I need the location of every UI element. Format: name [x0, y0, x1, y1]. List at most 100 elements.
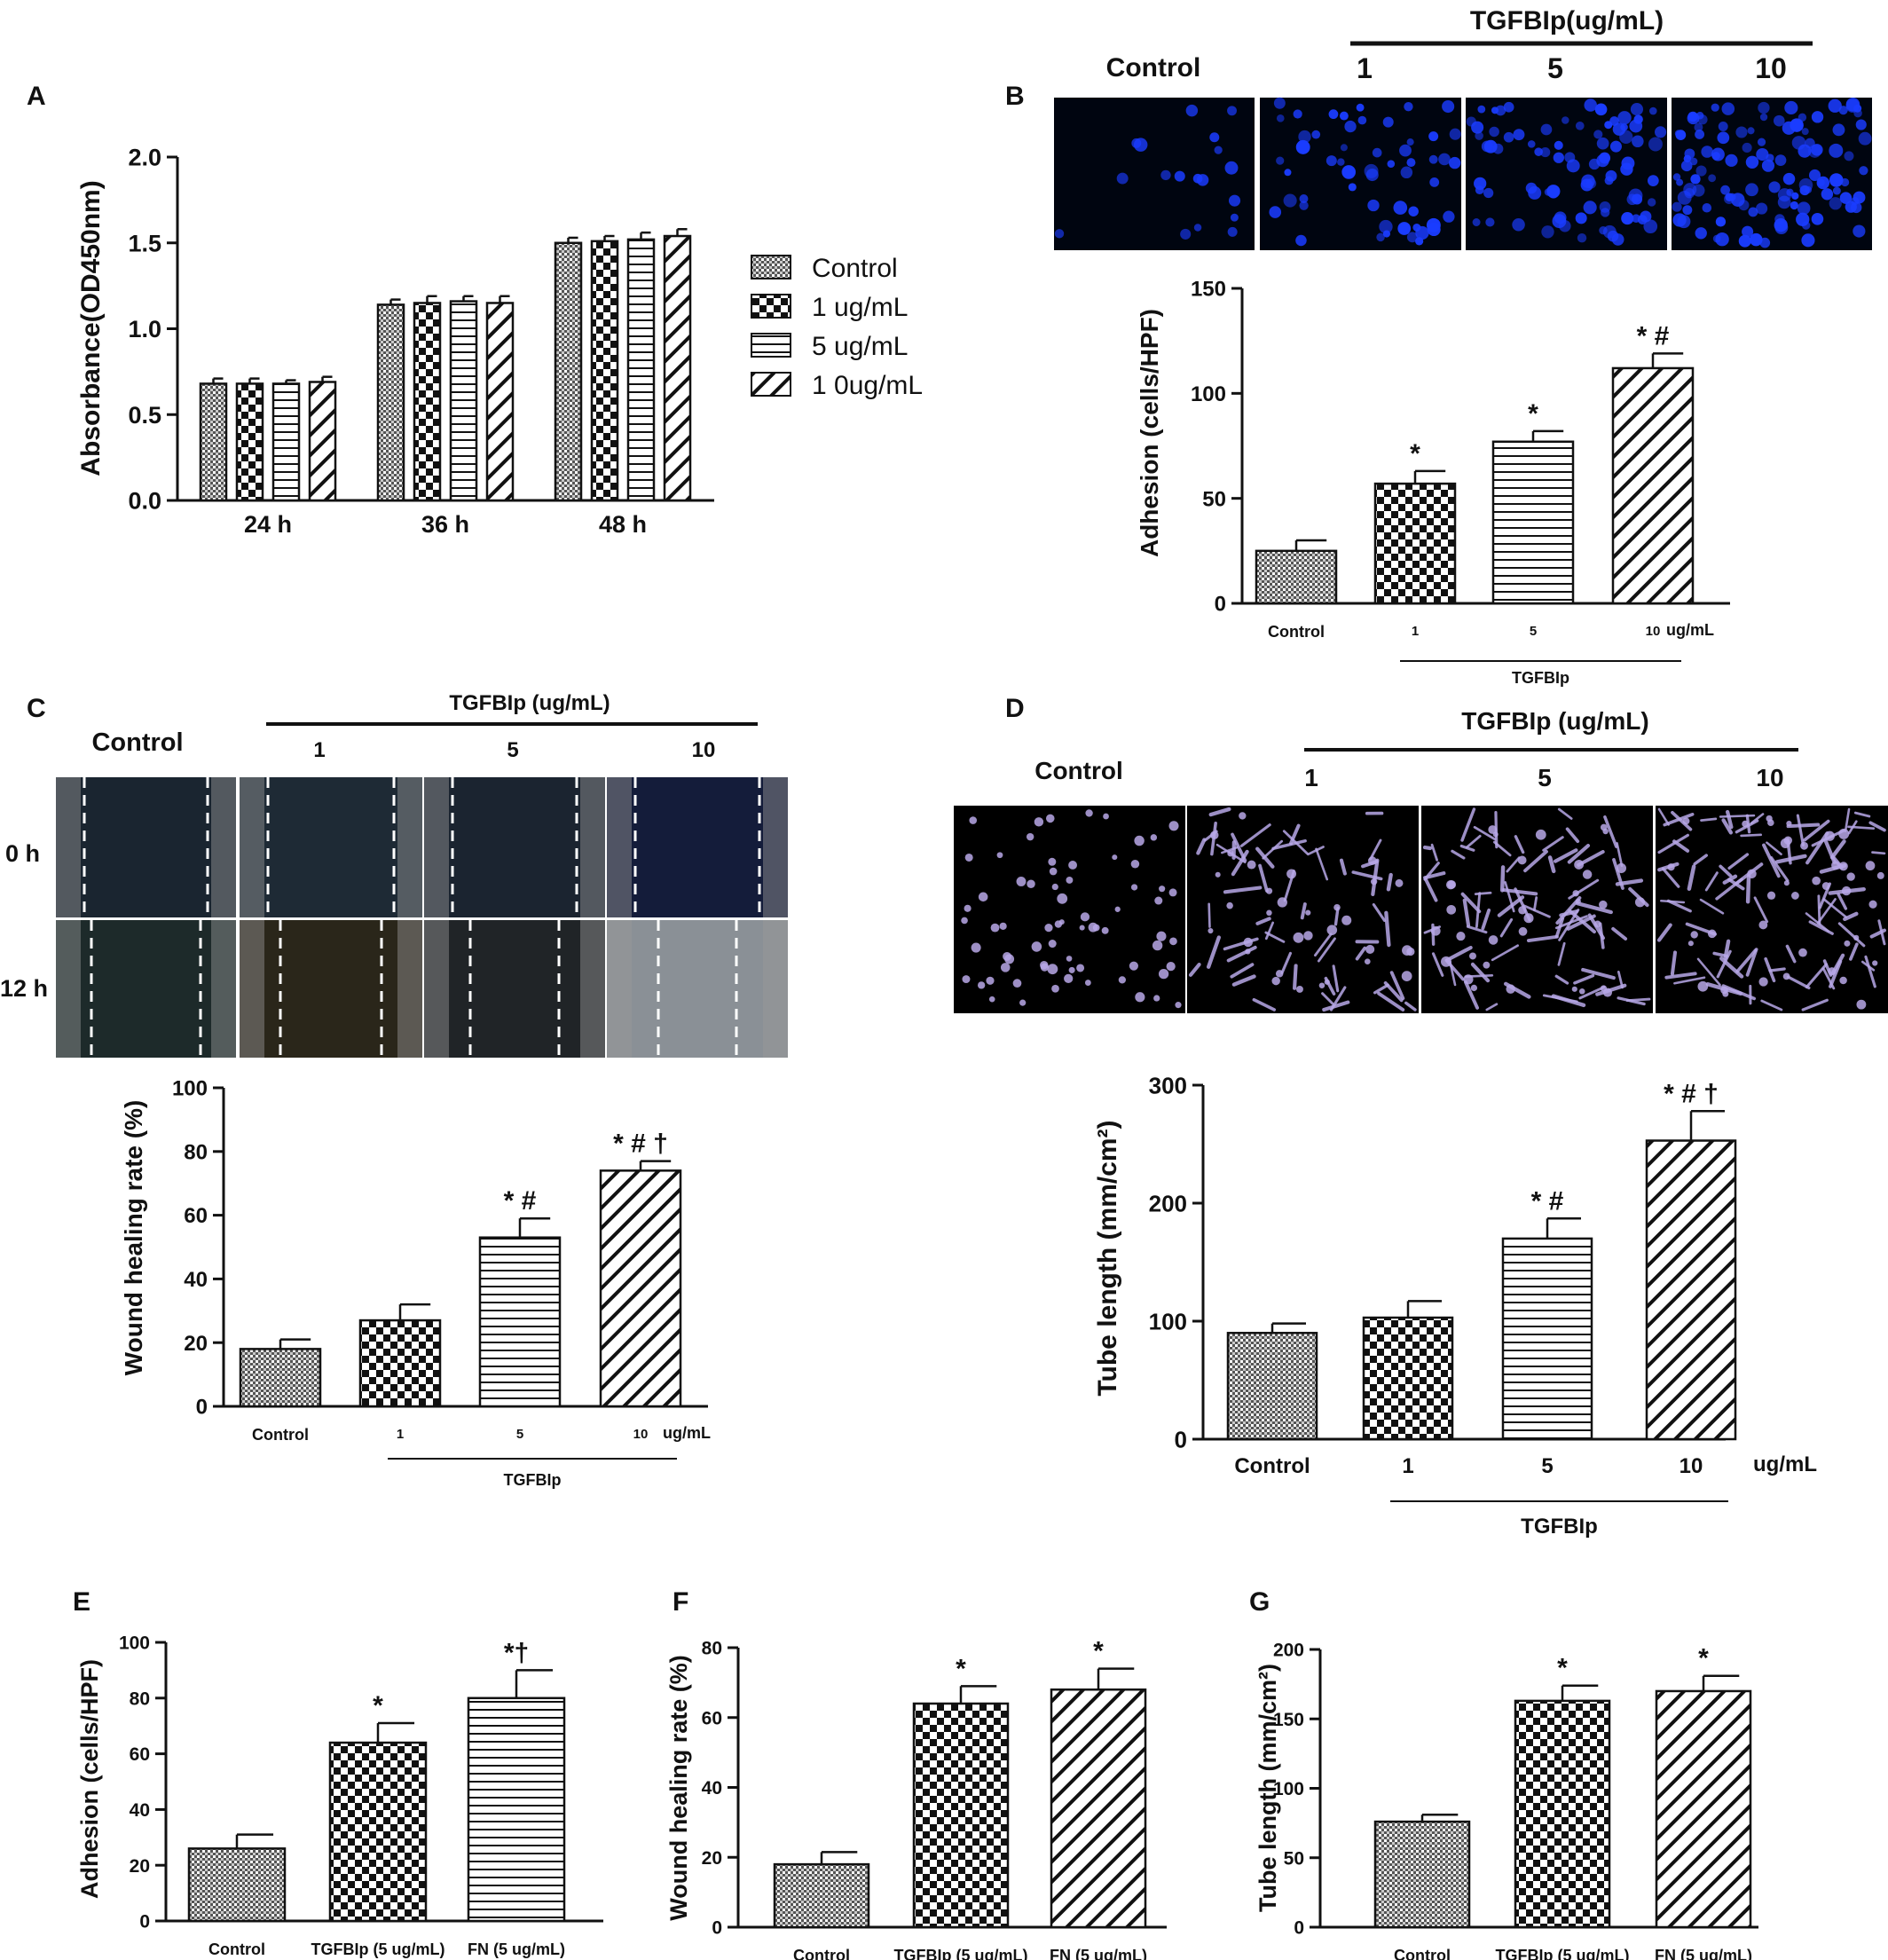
cell-cluster: [1758, 977, 1768, 987]
nucleus: [1341, 165, 1357, 179]
y-tick-label: 200: [1149, 1190, 1187, 1216]
cell-cluster: [1064, 973, 1074, 984]
cell-cluster: [1780, 838, 1790, 848]
tube-segment: [1324, 976, 1336, 996]
cell-cluster: [1026, 832, 1034, 841]
nucleus: [1337, 158, 1345, 166]
y-tick-label: 60: [184, 1204, 208, 1228]
nucleus: [1477, 105, 1486, 114]
nucleus: [1326, 155, 1337, 167]
tube-segment: [1239, 823, 1271, 847]
cell-cluster: [1159, 886, 1166, 893]
bar: [1226, 1332, 1318, 1441]
tube-segment: [1868, 821, 1886, 832]
tube-segment: [1603, 815, 1618, 848]
nucleus: [1483, 187, 1494, 199]
significance-label: * #: [1637, 321, 1670, 350]
panel-d-micrographs: [954, 806, 1888, 1013]
tube-segment: [1424, 871, 1446, 879]
cell-cluster: [1406, 947, 1415, 956]
y-tick-label: 40: [702, 1778, 722, 1799]
y-tick-label: 20: [184, 1332, 208, 1356]
bar: [1362, 1316, 1454, 1441]
tube-segment: [1760, 999, 1783, 1011]
bar: [485, 302, 515, 502]
nucleus: [1697, 114, 1708, 125]
nucleus: [1712, 234, 1721, 243]
cell-cluster: [1798, 948, 1807, 957]
panel-letter-e: E: [73, 1587, 90, 1617]
cell-sheet-left: [424, 920, 449, 1058]
tube-segment: [1339, 858, 1347, 876]
nucleus: [1406, 232, 1418, 243]
y-tick-label: 40: [130, 1800, 150, 1821]
micrograph-c-2-0: [424, 777, 605, 917]
x-unit-label: ug/mL: [663, 1424, 711, 1442]
nucleus: [1748, 207, 1758, 217]
bar: [1501, 1237, 1593, 1441]
nucleus: [1406, 158, 1416, 168]
nucleus: [1695, 130, 1705, 139]
nucleus: [1299, 201, 1309, 210]
chart-panel-e: 0 20 40 60 80 100 Adhesion (cells/HPF) Control *…: [76, 1633, 603, 1958]
tube-segment: [1700, 817, 1718, 823]
nucleus: [1596, 137, 1609, 150]
nucleus: [1683, 183, 1697, 197]
tube-segment: [1847, 820, 1858, 835]
tube-segment: [1262, 839, 1284, 860]
tube-segment: [1860, 960, 1876, 972]
cell-cluster: [1365, 944, 1375, 954]
nucleus: [1474, 177, 1487, 190]
nucleus: [1749, 232, 1763, 247]
nucleus: [1845, 201, 1857, 213]
cell-cluster: [1575, 898, 1581, 904]
nucleus: [1801, 128, 1809, 136]
y-tick-label: 100: [172, 1077, 208, 1101]
cell-cluster: [1044, 923, 1053, 933]
nucleus: [1344, 120, 1357, 133]
tube-segment: [1750, 813, 1765, 824]
tube-segment: [1431, 952, 1444, 977]
x-unit-label: ug/mL: [1666, 621, 1714, 639]
tube-segment: [1786, 823, 1821, 829]
nucleus: [1528, 185, 1542, 200]
cell-cluster: [1447, 880, 1457, 889]
nucleus: [1485, 217, 1495, 227]
cell-cluster: [964, 904, 972, 912]
panel-b-label-control: Control: [1106, 53, 1201, 83]
nucleus: [1209, 132, 1220, 143]
bar: [1491, 440, 1575, 605]
tube-segment: [1208, 902, 1211, 928]
tube-segment: [1849, 942, 1859, 961]
x-tick-label: FN (5 ug/mL): [1655, 1947, 1752, 1960]
nucleus: [1443, 210, 1455, 223]
y-tick-label: 0: [1294, 1918, 1304, 1939]
bar: [467, 1696, 566, 1923]
tube-segment: [1786, 975, 1811, 990]
cell-cluster: [1518, 926, 1528, 936]
tube-segment: [1785, 944, 1797, 964]
bar: [199, 382, 228, 502]
bar: [235, 382, 264, 502]
bar: [328, 1741, 428, 1923]
nucleus: [1672, 201, 1682, 212]
nucleus: [1503, 101, 1514, 113]
cell-cluster: [1293, 932, 1304, 943]
y-tick-label: 100: [1149, 1308, 1187, 1334]
tube-segment: [1313, 933, 1333, 957]
nucleus: [1829, 143, 1844, 158]
nucleus: [1429, 177, 1440, 187]
nucleus: [1588, 158, 1601, 170]
cell-cluster: [1488, 935, 1499, 945]
tube-segment: [1373, 983, 1389, 995]
tube-segment: [1526, 934, 1559, 942]
nucleus: [1829, 197, 1842, 210]
tube-segment: [1671, 810, 1693, 831]
tube-segment: [1315, 847, 1329, 881]
cell-cluster: [1616, 862, 1627, 874]
group-label: TGFBIp: [504, 1471, 562, 1489]
x-tick-label: TGFBIp (5 ug/mL): [894, 1947, 1028, 1960]
nucleus: [1632, 214, 1640, 223]
tube-segment: [1565, 827, 1580, 844]
cell-cluster: [1112, 854, 1118, 861]
